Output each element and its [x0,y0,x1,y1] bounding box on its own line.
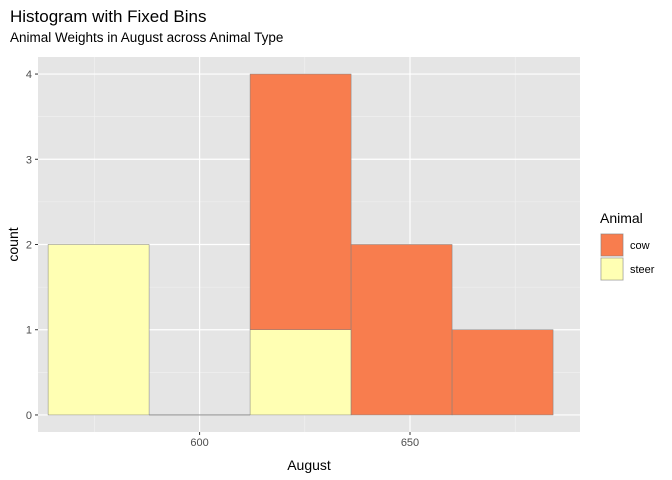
x-axis: 600 650 [190,432,419,449]
x-axis-title: August [287,457,331,473]
legend-swatch-steer [600,257,624,281]
y-axis: 0 1 2 3 4 [26,69,38,422]
x-tick-label: 600 [190,437,208,449]
bar-cow [350,244,453,416]
legend-title: Animal [600,210,643,226]
bars-layer [47,73,554,416]
y-tick-label: 1 [26,325,32,337]
y-tick-label: 4 [26,69,32,81]
y-tick-label: 3 [26,154,32,166]
bar-cow [249,73,352,330]
bar-steer [249,329,352,416]
y-tick-label: 2 [26,240,32,252]
legend: Animal cow steer [600,210,655,281]
legend-label-cow: cow [630,240,650,252]
chart-title: Histogram with Fixed Bins [10,7,207,26]
bar-steer [47,244,150,416]
legend-label-steer: steer [630,264,655,276]
bar-cow [451,329,554,416]
y-tick-label: 0 [26,410,32,422]
y-axis-title: count [5,227,21,261]
x-tick-label: 650 [401,437,419,449]
chart-subtitle: Animal Weights in August across Animal T… [10,30,283,45]
legend-swatch-cow [600,233,624,257]
